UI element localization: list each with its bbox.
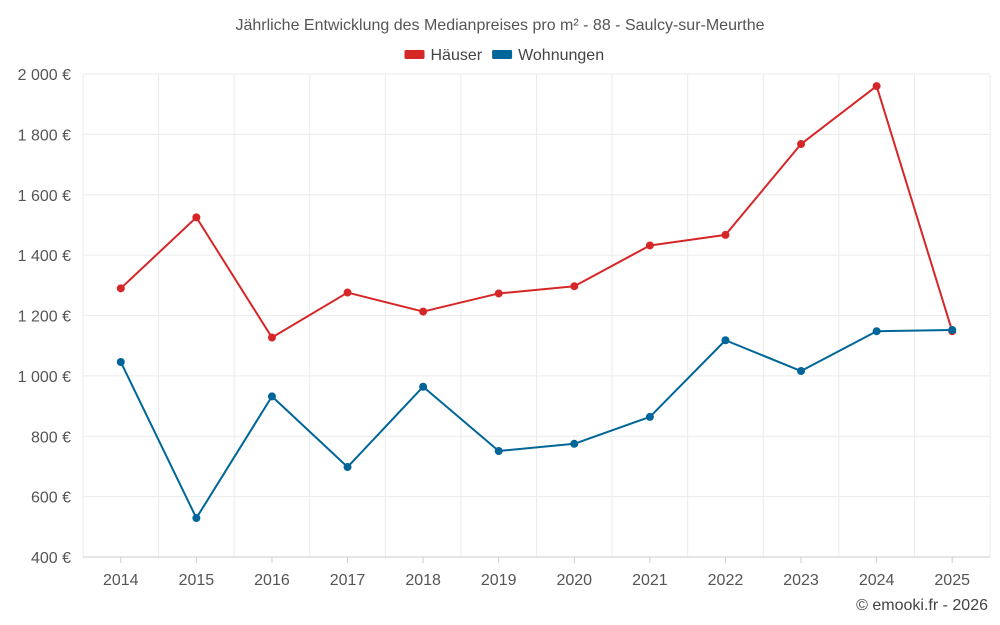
data-point[interactable]	[570, 282, 579, 291]
data-point[interactable]	[948, 325, 957, 334]
data-point[interactable]	[419, 307, 428, 316]
y-tick-label: 1 200 €	[18, 309, 71, 326]
legend-label: Wohnungen	[518, 47, 604, 64]
series-0	[116, 82, 957, 342]
x-tick-label: 2025	[934, 572, 970, 589]
data-point[interactable]	[797, 140, 806, 149]
data-point[interactable]	[419, 382, 428, 391]
series-line	[120, 85, 954, 339]
x-tick-label: 2019	[481, 572, 517, 589]
x-tick-label: 2023	[783, 572, 819, 589]
data-point[interactable]	[797, 367, 806, 376]
data-point[interactable]	[267, 333, 276, 342]
axes: 400 € 600 € 800 € 1 000 € 1 200 € 1 400 € 1 60…	[18, 67, 990, 589]
x-tick-label: 2020	[556, 572, 592, 589]
data-point[interactable]	[116, 284, 125, 293]
x-tick-label: 2024	[859, 572, 895, 589]
legend-item[interactable]: Wohnungen	[492, 47, 604, 64]
data-point[interactable]	[116, 357, 125, 366]
y-tick-label: 1 400 €	[18, 248, 71, 265]
data-point[interactable]	[494, 289, 503, 298]
x-tick-label: 2016	[254, 572, 290, 589]
data-point[interactable]	[721, 336, 730, 345]
series-layer	[116, 82, 957, 523]
series-line	[119, 328, 953, 520]
data-point[interactable]	[192, 213, 201, 222]
data-point[interactable]	[645, 412, 654, 421]
y-tick-label: 1 000 €	[18, 369, 71, 386]
legend-item[interactable]: Häuser	[404, 47, 483, 64]
x-tick-label: 2018	[405, 572, 441, 589]
legend-label: Häuser	[431, 47, 483, 64]
legend: Häuser Wohnungen	[404, 47, 604, 64]
data-point[interactable]	[872, 327, 881, 336]
y-tick-label: 1 800 €	[18, 127, 71, 144]
x-tick-label: 2022	[708, 572, 744, 589]
data-point[interactable]	[494, 447, 503, 456]
y-tick-label: 1 600 €	[18, 188, 71, 205]
legend-swatch	[492, 50, 513, 59]
data-point[interactable]	[192, 514, 201, 523]
chart-title: Jährliche Entwicklung des Medianpreises …	[235, 17, 764, 34]
data-point[interactable]	[721, 230, 730, 239]
data-point[interactable]	[645, 241, 654, 250]
legend-swatch	[404, 50, 425, 59]
x-tick-label: 2015	[179, 572, 215, 589]
data-point[interactable]	[267, 392, 276, 401]
y-tick-label: 400 €	[31, 550, 71, 567]
data-point[interactable]	[343, 288, 352, 297]
x-tick-label: 2021	[632, 572, 668, 589]
series-1	[116, 325, 957, 523]
x-tick-label: 2017	[330, 572, 366, 589]
credit-text: © emooki.fr - 2026	[856, 597, 988, 614]
y-tick-label: 2 000 €	[18, 67, 71, 84]
y-tick-label: 600 €	[31, 490, 71, 507]
data-point[interactable]	[570, 439, 579, 448]
y-tick-label: 800 €	[31, 429, 71, 446]
data-point[interactable]	[343, 463, 352, 472]
grid	[82, 73, 991, 558]
x-tick-label: 2014	[103, 572, 139, 589]
data-point[interactable]	[872, 82, 881, 91]
